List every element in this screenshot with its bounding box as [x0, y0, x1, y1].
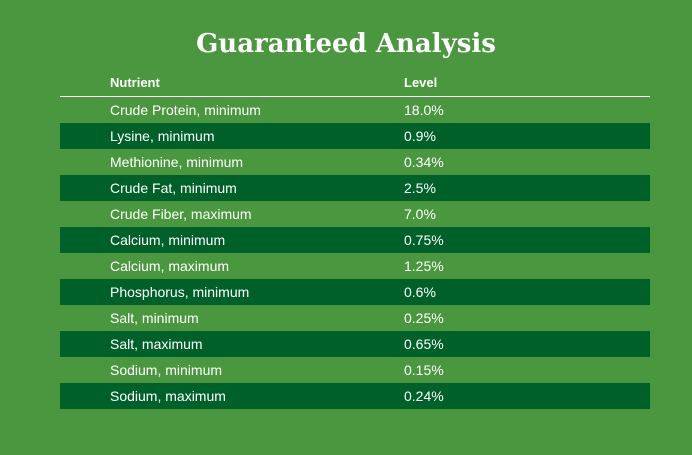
level-cell: 0.6% [404, 284, 436, 300]
analysis-table: Nutrient Level Crude Protein, minimum 18.… [60, 70, 650, 409]
table-row: Calcium, minimum 0.75% [60, 227, 650, 253]
nutrient-cell: Crude Protein, minimum [110, 102, 261, 118]
level-cell: 0.75% [404, 232, 444, 248]
level-cell: 1.25% [404, 258, 444, 274]
nutrient-cell: Methionine, minimum [110, 154, 244, 170]
level-cell: 18.0% [404, 102, 444, 118]
level-cell: 0.25% [404, 310, 444, 326]
nutrient-cell: Crude Fat, minimum [110, 180, 237, 196]
table-row: Methionine, minimum 0.34% [60, 149, 650, 175]
level-cell: 0.65% [404, 336, 444, 352]
level-cell: 0.24% [404, 388, 444, 404]
table-row: Lysine, minimum 0.9% [60, 123, 650, 149]
nutrient-cell: Salt, minimum [110, 310, 199, 326]
table-row: Phosphorus, minimum 0.6% [60, 279, 650, 305]
nutrient-cell: Salt, maximum [110, 336, 203, 352]
header-cell: Level [404, 75, 438, 90]
nutrient-cell: Phosphorus, minimum [110, 284, 250, 300]
table-row: Salt, maximum 0.65% [60, 331, 650, 357]
nutrient-cell: Lysine, minimum [110, 128, 215, 144]
table-row: Crude Fiber, maximum 7.0% [60, 201, 650, 227]
nutrient-cell: Crude Fiber, maximum [110, 206, 252, 222]
title: Guaranteed Analysis [196, 29, 496, 59]
table-row: Sodium, maximum 0.24% [60, 383, 650, 409]
table-row: Salt, minimum 0.25% [60, 305, 650, 331]
nutrient-cell: Calcium, maximum [110, 258, 230, 274]
level-cell: 0.9% [404, 128, 436, 144]
nutrient-cell: Calcium, minimum [110, 232, 226, 248]
level-cell: 0.34% [404, 154, 444, 170]
nutrient-cell: Sodium, maximum [110, 388, 226, 404]
table-row: Crude Fat, minimum 2.5% [60, 175, 650, 201]
table-row: Sodium, minimum 0.15% [60, 357, 650, 383]
table-row: Calcium, maximum 1.25% [60, 253, 650, 279]
level-cell: 0.15% [404, 362, 444, 378]
level-cell: 7.0% [404, 206, 436, 222]
nutrient-cell: Sodium, minimum [110, 362, 223, 378]
header-cell: Nutrient [110, 75, 160, 90]
header-row: Nutrient Level [60, 70, 650, 97]
level-cell: 2.5% [404, 180, 436, 196]
table-row: Crude Protein, minimum 18.0% [60, 97, 650, 123]
